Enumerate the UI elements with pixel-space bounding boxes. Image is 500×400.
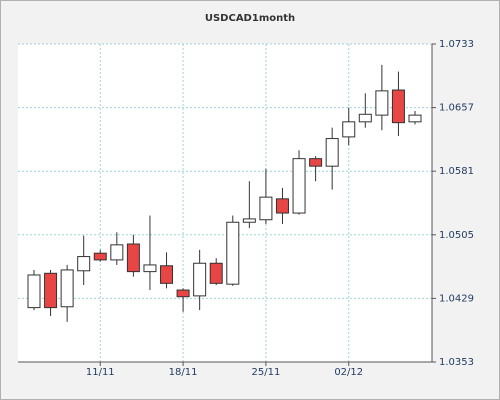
candle-body [44, 272, 58, 309]
candle-body [176, 289, 190, 298]
candle-body [259, 196, 273, 221]
candle-body [325, 138, 339, 167]
candle-body [226, 221, 240, 285]
candle-body [292, 158, 306, 214]
candle-body [375, 90, 389, 116]
candle-body [309, 158, 323, 167]
candle-body [242, 218, 256, 223]
candle-body [358, 113, 372, 123]
y-tick-label: 1.0657 [439, 103, 474, 114]
candle-body [60, 269, 74, 308]
y-tick-label: 1.0733 [439, 39, 474, 50]
candle-body [126, 243, 140, 273]
y-tick-label: 1.0353 [439, 357, 474, 368]
y-tick-label: 1.0505 [439, 230, 474, 241]
candle-body [93, 252, 107, 261]
candle-body [27, 274, 41, 309]
plot-area [18, 44, 432, 362]
candle-body [193, 262, 207, 297]
chart-title: USDCAD1month [205, 13, 295, 24]
candle-body [143, 264, 157, 273]
x-tick-label: 18/11 [169, 367, 198, 378]
candle-body [160, 265, 174, 284]
y-tick-label: 1.0429 [439, 293, 474, 304]
candle-body [275, 198, 289, 214]
candle-body [110, 244, 124, 261]
candle-body [391, 89, 405, 124]
candle-body [77, 256, 91, 272]
x-tick-label: 02/12 [334, 367, 363, 378]
candle-body [408, 114, 422, 123]
y-tick-label: 1.0581 [439, 166, 474, 177]
x-tick-label: 25/11 [251, 367, 280, 378]
candle-body [209, 262, 223, 284]
x-tick-label: 11/11 [86, 367, 115, 378]
candle-body [342, 121, 356, 138]
